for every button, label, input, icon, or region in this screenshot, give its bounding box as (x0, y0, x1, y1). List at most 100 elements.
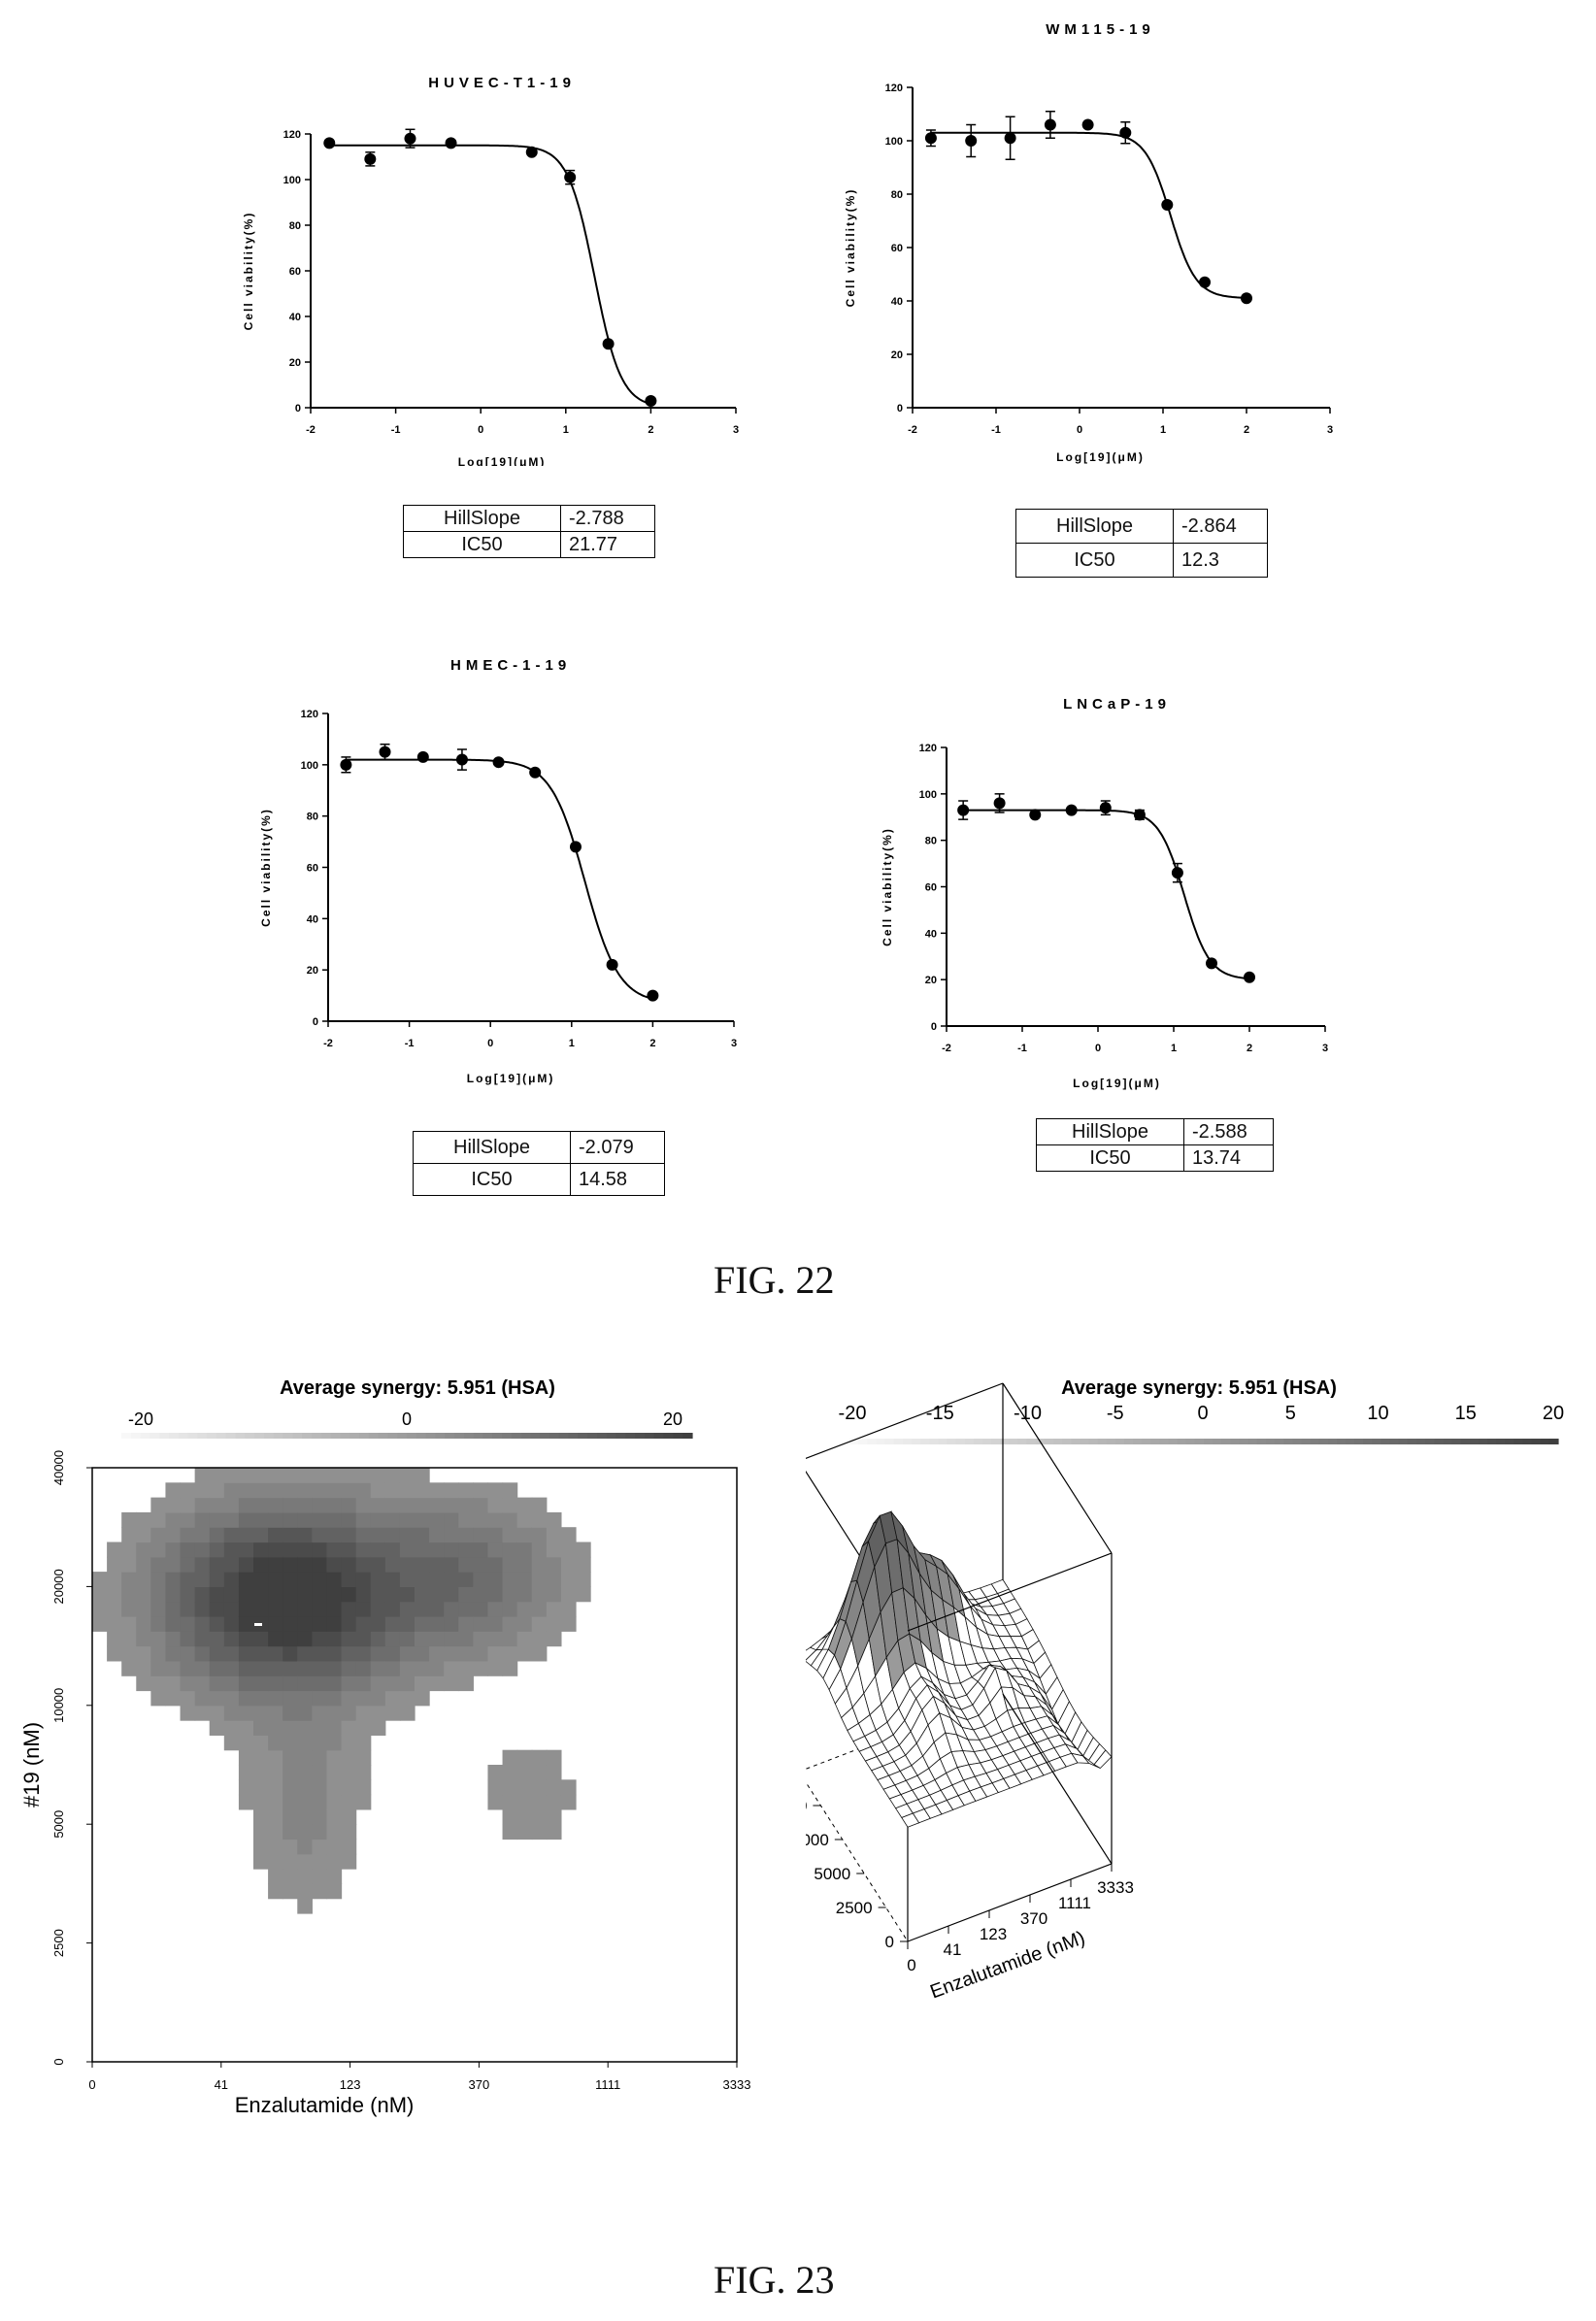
heat-cell (194, 1616, 211, 1632)
heat-cell (399, 1705, 416, 1721)
heat-cell (458, 1586, 474, 1603)
colorbar-segment (991, 1439, 1001, 1444)
heat-cell (341, 1839, 357, 1855)
heat-cell (341, 1853, 357, 1870)
heat-cell (312, 1794, 328, 1810)
heat-cell (238, 1497, 254, 1513)
heat-cell (268, 1601, 283, 1617)
heat-cell (312, 1556, 328, 1573)
y-tick-label: 40 (289, 312, 301, 323)
heat-cell (238, 1675, 254, 1692)
colorbar-segment (407, 1433, 417, 1439)
y-tick-label: 0 (885, 1933, 894, 1951)
heat-cell (136, 1572, 151, 1587)
heat-cell (253, 1586, 269, 1603)
heat-cell (560, 1601, 577, 1617)
heat-cell (253, 1690, 269, 1707)
colorbar-segment (330, 1433, 341, 1439)
heat-cell (429, 1631, 445, 1647)
data-point (606, 958, 618, 971)
colorbar-segment (1531, 1439, 1542, 1444)
heat-cell (399, 1586, 416, 1603)
colorbar-segment (682, 1433, 693, 1439)
heat-cell (355, 1660, 372, 1676)
heat-cell (209, 1572, 225, 1587)
colorbar-segment (540, 1433, 550, 1439)
heat-cell (297, 1645, 313, 1662)
heat-cell (92, 1586, 108, 1603)
heat-cell (223, 1468, 240, 1483)
heat-cell (136, 1645, 151, 1662)
heat-cell (516, 1824, 533, 1840)
y-tick-label: 120 (301, 709, 318, 720)
colorbar-segment (645, 1433, 655, 1439)
x-axis-label: Log[19](μM) (1073, 1077, 1161, 1090)
stats-value: 13.74 (1183, 1144, 1274, 1172)
heat-cell (341, 1586, 357, 1603)
colorbar-segment (1044, 1439, 1054, 1444)
heat-cell (444, 1482, 459, 1499)
heat-cell (297, 1675, 313, 1692)
heat-cell (180, 1601, 196, 1617)
heat-cell (297, 1853, 313, 1870)
heat-cell (165, 1675, 182, 1692)
colorbar-segment (378, 1433, 388, 1439)
heat-cell (502, 1616, 518, 1632)
heat-cell (370, 1468, 386, 1483)
heat-cell (516, 1631, 533, 1647)
heat-cell (399, 1660, 416, 1676)
colorbar-segment (320, 1433, 332, 1439)
heat-cell (180, 1527, 196, 1543)
heat-cell (136, 1527, 151, 1543)
heat-cell (180, 1542, 196, 1558)
colorbar-segment (929, 1439, 939, 1444)
stats-row-hillslope: HillSlope -2.864 (1015, 509, 1268, 544)
heat-cell (283, 1675, 298, 1692)
heat-cell (297, 1482, 313, 1499)
colorbar-label: 5 (1285, 1403, 1296, 1424)
heat-cell (268, 1631, 283, 1647)
data-point (1004, 132, 1016, 145)
data-point (645, 394, 657, 407)
x-tick-label: 123 (980, 1925, 1007, 1943)
colorbar-segment (492, 1433, 503, 1439)
colorbar-segment (568, 1433, 579, 1439)
heat-cell (560, 1542, 577, 1558)
heat-cell (223, 1675, 240, 1692)
heat-cell (487, 1645, 504, 1662)
heat-cell (223, 1705, 240, 1721)
x-tick-label: 41 (944, 1940, 962, 1959)
colorbar-segment (473, 1433, 483, 1439)
colorbar-segment (1080, 1439, 1089, 1444)
x-tick-label: 370 (469, 2077, 490, 2092)
colorbar-segment (1327, 1439, 1338, 1444)
colorbar-label: 20 (1543, 1403, 1564, 1424)
heat-cell (516, 1556, 533, 1573)
heat-cell (194, 1527, 211, 1543)
heat-cell (283, 1511, 298, 1528)
heat-cell (107, 1631, 122, 1647)
heat-cell (341, 1542, 357, 1558)
heat-cell (283, 1869, 298, 1884)
heat-cell (223, 1511, 240, 1528)
data-point (340, 758, 352, 771)
heat-cell (384, 1468, 401, 1483)
heat-cell (194, 1542, 211, 1558)
heat-cell (355, 1765, 372, 1780)
heat-cell (107, 1556, 122, 1573)
heat-cell (326, 1645, 343, 1662)
data-point (1065, 804, 1078, 816)
heat-cell (326, 1631, 343, 1647)
heat-cell (150, 1601, 167, 1617)
heat-cell (473, 1645, 489, 1662)
heat-cell (121, 1645, 137, 1662)
heat-cell (415, 1572, 430, 1587)
heat-cell (283, 1631, 298, 1647)
heat-cell (502, 1645, 518, 1662)
heat-cell (268, 1869, 283, 1884)
heat-cell (355, 1542, 372, 1558)
colorbar-segment (225, 1433, 237, 1439)
heat-cell (546, 1527, 562, 1543)
x-tick-label: 3 (1322, 1043, 1328, 1054)
x-tick-label: -2 (306, 424, 316, 436)
